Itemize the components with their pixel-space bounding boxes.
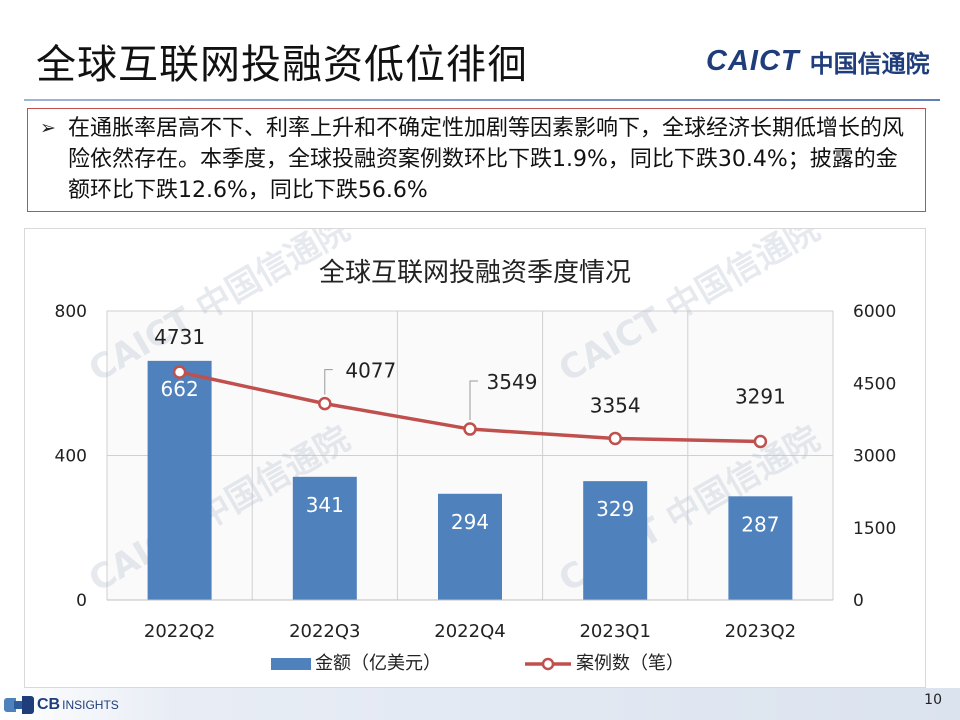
legend-label-cases: 案例数（笔） bbox=[576, 653, 684, 674]
x-tick-label: 2022Q2 bbox=[144, 621, 215, 642]
chart-panel: CAICT 中国信通院 CAICT 中国信通院 CAICT 中国信通院 CAICT 中… bbox=[24, 228, 926, 688]
y-right-tick-label: 3000 bbox=[853, 447, 896, 467]
line-data-label: 4731 bbox=[154, 325, 205, 349]
data-label-leader-line bbox=[324, 369, 333, 395]
legend-swatch-marker bbox=[541, 657, 555, 671]
y-right-tick-label: 1500 bbox=[853, 519, 896, 539]
x-tick-label: 2022Q3 bbox=[289, 621, 360, 642]
page-title: 全球互联网投融资低位徘徊 bbox=[36, 42, 528, 88]
bar-2023Q1 bbox=[583, 481, 648, 600]
x-tick-label: 2022Q4 bbox=[434, 621, 505, 642]
y-right-tick-label: 4500 bbox=[853, 374, 896, 394]
cb-logo-mark-icon bbox=[4, 696, 34, 714]
bar-2022Q4 bbox=[438, 493, 502, 600]
page-number: 10 bbox=[924, 692, 942, 708]
y-left-tick-label: 800 bbox=[55, 302, 87, 322]
line-data-label: 4077 bbox=[345, 359, 396, 383]
bar-data-label: 662 bbox=[161, 377, 199, 401]
line-point-2022Q4 bbox=[463, 422, 477, 436]
bar-2022Q3 bbox=[292, 476, 357, 600]
footer-bar bbox=[0, 688, 960, 720]
y-right-tick-label: 0 bbox=[853, 591, 864, 611]
bar-data-label: 341 bbox=[306, 493, 344, 517]
x-tick-label: 2023Q1 bbox=[579, 621, 650, 642]
bar-data-label: 287 bbox=[741, 512, 779, 536]
line-point-2022Q2 bbox=[172, 365, 187, 379]
line-point-2023Q2 bbox=[753, 434, 768, 449]
line-data-label: 3549 bbox=[487, 370, 538, 394]
bullet-arrow-icon: ➢ bbox=[40, 117, 56, 139]
line-point-2023Q1 bbox=[608, 431, 622, 446]
bar-2022Q2 bbox=[147, 360, 212, 600]
legend-swatch-bar bbox=[271, 658, 311, 670]
line-point-2022Q3 bbox=[318, 396, 332, 411]
title-divider bbox=[24, 99, 940, 101]
bar-2023Q2 bbox=[728, 496, 793, 600]
logo-english: CAICT bbox=[706, 45, 800, 77]
cb-logo-bold-text: CB bbox=[37, 696, 61, 713]
logo-chinese: 中国信通院 bbox=[809, 50, 930, 78]
chart-title: 全球互联网投融资季度情况 bbox=[319, 258, 631, 288]
legend-label-amount: 金额（亿美元） bbox=[315, 653, 441, 674]
line-data-label: 3354 bbox=[590, 393, 641, 417]
summary-box: ➢ 在通胀率居高不下、利率上升和不确定性加剧等因素影响下，全球经济长期低增长的风… bbox=[27, 108, 926, 212]
cb-logo-text: INSIGHTS bbox=[62, 698, 119, 712]
bar-data-label: 329 bbox=[596, 497, 634, 521]
y-left-tick-label: 400 bbox=[55, 447, 87, 467]
caict-logo: CAICT 中国信通院 bbox=[706, 44, 930, 79]
cb-insights-logo: CB INSIGHTS bbox=[4, 696, 119, 714]
summary-text: 在通胀率居高不下、利率上升和不确定性加剧等因素影响下，全球经济长期低增长的风险依… bbox=[68, 116, 905, 203]
line-data-label: 3291 bbox=[735, 384, 786, 408]
data-label-leader-line bbox=[469, 380, 478, 421]
y-right-tick-label: 6000 bbox=[853, 302, 896, 322]
bar-data-label: 294 bbox=[451, 510, 489, 534]
x-tick-label: 2023Q2 bbox=[725, 621, 796, 642]
y-left-tick-label: 0 bbox=[76, 591, 87, 611]
